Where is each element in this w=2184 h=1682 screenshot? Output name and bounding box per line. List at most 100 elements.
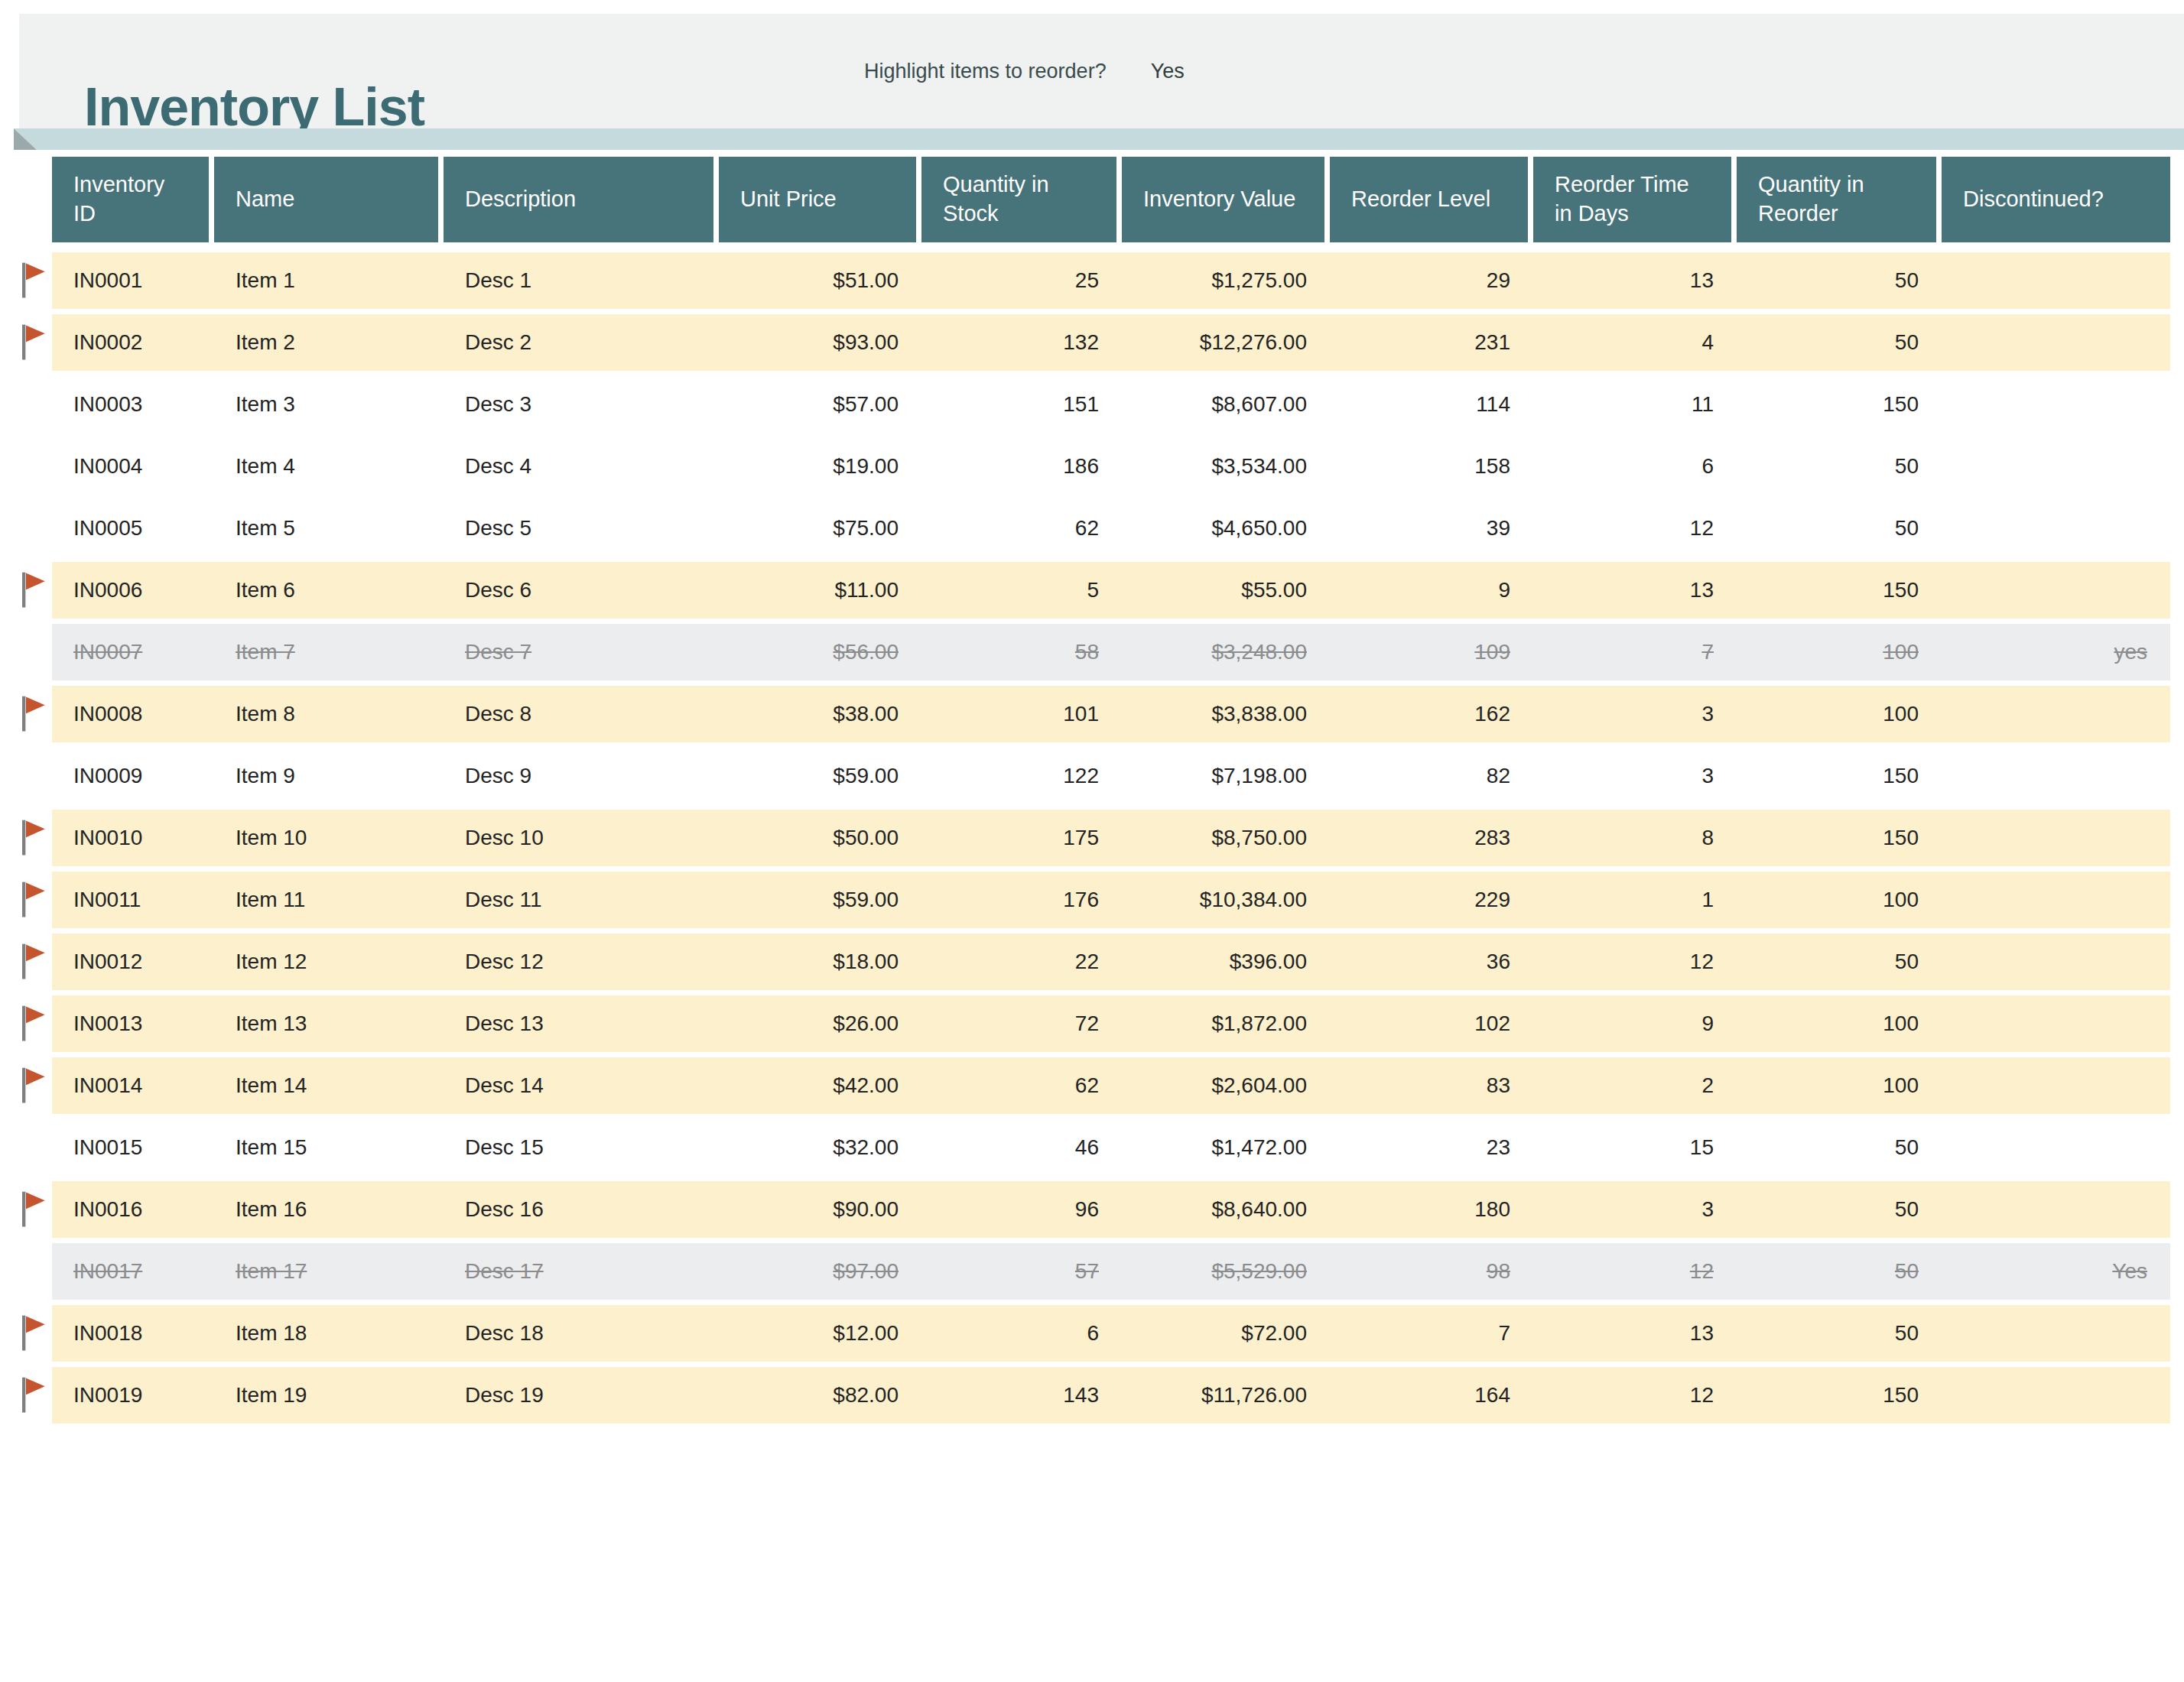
cell-reorder-level[interactable]: 229	[1330, 888, 1533, 912]
column-header-quantity-in-reorder[interactable]: Quantity in Reorder	[1737, 157, 1942, 242]
cell-description[interactable]: Desc 14	[444, 1073, 719, 1098]
cell-inventory-value[interactable]: $5,529.00	[1122, 1259, 1330, 1284]
cell-reorder-level[interactable]: 36	[1330, 950, 1533, 974]
cell-inventory-value[interactable]: $72.00	[1122, 1321, 1330, 1346]
cell-id[interactable]: IN0019	[52, 1383, 214, 1408]
cell-description[interactable]: Desc 18	[444, 1321, 719, 1346]
cell-discontinued[interactable]: yes	[1942, 640, 2170, 664]
cell-quantity-in-stock[interactable]: 186	[921, 454, 1122, 479]
column-header-description[interactable]: Description	[444, 157, 719, 242]
cell-name[interactable]: Item 18	[214, 1321, 444, 1346]
cell-unit-price[interactable]: $57.00	[719, 392, 921, 417]
cell-unit-price[interactable]: $97.00	[719, 1259, 921, 1284]
cell-reorder-level[interactable]: 102	[1330, 1011, 1533, 1036]
cell-id[interactable]: IN0003	[52, 392, 214, 417]
cell-name[interactable]: Item 14	[214, 1073, 444, 1098]
cell-inventory-value[interactable]: $7,198.00	[1122, 764, 1330, 788]
cell-description[interactable]: Desc 1	[444, 268, 719, 293]
cell-reorder-level[interactable]: 23	[1330, 1135, 1533, 1160]
cell-description[interactable]: Desc 13	[444, 1011, 719, 1036]
cell-inventory-value[interactable]: $2,604.00	[1122, 1073, 1330, 1098]
cell-id[interactable]: IN0010	[52, 826, 214, 850]
cell-reorder-time-days[interactable]: 13	[1533, 268, 1737, 293]
cell-quantity-in-reorder[interactable]: 50	[1737, 950, 1942, 974]
cell-reorder-time-days[interactable]: 6	[1533, 454, 1737, 479]
cell-name[interactable]: Item 17	[214, 1259, 444, 1284]
cell-inventory-value[interactable]: $4,650.00	[1122, 516, 1330, 541]
cell-id[interactable]: IN0014	[52, 1073, 214, 1098]
cell-reorder-time-days[interactable]: 8	[1533, 826, 1737, 850]
cell-quantity-in-stock[interactable]: 25	[921, 268, 1122, 293]
cell-description[interactable]: Desc 5	[444, 516, 719, 541]
cell-name[interactable]: Item 5	[214, 516, 444, 541]
cell-unit-price[interactable]: $32.00	[719, 1135, 921, 1160]
cell-reorder-level[interactable]: 162	[1330, 702, 1533, 726]
cell-id[interactable]: IN0012	[52, 950, 214, 974]
cell-discontinued[interactable]: Yes	[1942, 1259, 2170, 1284]
cell-description[interactable]: Desc 19	[444, 1383, 719, 1408]
cell-unit-price[interactable]: $75.00	[719, 516, 921, 541]
cell-name[interactable]: Item 9	[214, 764, 444, 788]
cell-reorder-level[interactable]: 283	[1330, 826, 1533, 850]
cell-unit-price[interactable]: $18.00	[719, 950, 921, 974]
cell-name[interactable]: Item 2	[214, 330, 444, 355]
cell-reorder-level[interactable]: 98	[1330, 1259, 1533, 1284]
cell-quantity-in-stock[interactable]: 46	[921, 1135, 1122, 1160]
cell-id[interactable]: IN0018	[52, 1321, 214, 1346]
cell-reorder-level[interactable]: 39	[1330, 516, 1533, 541]
cell-quantity-in-reorder[interactable]: 50	[1737, 1135, 1942, 1160]
cell-reorder-level[interactable]: 9	[1330, 578, 1533, 602]
cell-id[interactable]: IN0011	[52, 888, 214, 912]
cell-id[interactable]: IN0007	[52, 640, 214, 664]
cell-id[interactable]: IN0009	[52, 764, 214, 788]
cell-reorder-time-days[interactable]: 3	[1533, 764, 1737, 788]
cell-name[interactable]: Item 1	[214, 268, 444, 293]
cell-quantity-in-stock[interactable]: 132	[921, 330, 1122, 355]
cell-description[interactable]: Desc 16	[444, 1197, 719, 1222]
cell-description[interactable]: Desc 2	[444, 330, 719, 355]
cell-description[interactable]: Desc 7	[444, 640, 719, 664]
cell-inventory-value[interactable]: $55.00	[1122, 578, 1330, 602]
cell-quantity-in-reorder[interactable]: 50	[1737, 1321, 1942, 1346]
cell-quantity-in-stock[interactable]: 62	[921, 516, 1122, 541]
cell-quantity-in-stock[interactable]: 151	[921, 392, 1122, 417]
cell-reorder-level[interactable]: 180	[1330, 1197, 1533, 1222]
cell-reorder-time-days[interactable]: 15	[1533, 1135, 1737, 1160]
cell-name[interactable]: Item 19	[214, 1383, 444, 1408]
cell-quantity-in-reorder[interactable]: 50	[1737, 330, 1942, 355]
column-header-reorder-time-days[interactable]: Reorder Time in Days	[1533, 157, 1737, 242]
cell-quantity-in-reorder[interactable]: 100	[1737, 1073, 1942, 1098]
cell-unit-price[interactable]: $59.00	[719, 764, 921, 788]
cell-reorder-time-days[interactable]: 7	[1533, 640, 1737, 664]
cell-name[interactable]: Item 11	[214, 888, 444, 912]
cell-quantity-in-stock[interactable]: 122	[921, 764, 1122, 788]
cell-name[interactable]: Item 8	[214, 702, 444, 726]
cell-id[interactable]: IN0002	[52, 330, 214, 355]
cell-reorder-time-days[interactable]: 3	[1533, 1197, 1737, 1222]
cell-description[interactable]: Desc 6	[444, 578, 719, 602]
cell-description[interactable]: Desc 8	[444, 702, 719, 726]
cell-inventory-value[interactable]: $8,607.00	[1122, 392, 1330, 417]
cell-quantity-in-stock[interactable]: 101	[921, 702, 1122, 726]
cell-reorder-level[interactable]: 109	[1330, 640, 1533, 664]
cell-quantity-in-reorder[interactable]: 100	[1737, 702, 1942, 726]
cell-quantity-in-reorder[interactable]: 50	[1737, 268, 1942, 293]
cell-id[interactable]: IN0006	[52, 578, 214, 602]
cell-id[interactable]: IN0005	[52, 516, 214, 541]
cell-description[interactable]: Desc 3	[444, 392, 719, 417]
cell-description[interactable]: Desc 10	[444, 826, 719, 850]
cell-reorder-level[interactable]: 231	[1330, 330, 1533, 355]
cell-quantity-in-reorder[interactable]: 50	[1737, 1197, 1942, 1222]
cell-unit-price[interactable]: $11.00	[719, 578, 921, 602]
cell-inventory-value[interactable]: $11,726.00	[1122, 1383, 1330, 1408]
cell-reorder-time-days[interactable]: 11	[1533, 392, 1737, 417]
cell-name[interactable]: Item 12	[214, 950, 444, 974]
cell-reorder-time-days[interactable]: 12	[1533, 1383, 1737, 1408]
cell-id[interactable]: IN0015	[52, 1135, 214, 1160]
column-header-name[interactable]: Name	[214, 157, 444, 242]
cell-reorder-time-days[interactable]: 13	[1533, 578, 1737, 602]
cell-quantity-in-stock[interactable]: 58	[921, 640, 1122, 664]
cell-unit-price[interactable]: $42.00	[719, 1073, 921, 1098]
cell-inventory-value[interactable]: $10,384.00	[1122, 888, 1330, 912]
cell-unit-price[interactable]: $19.00	[719, 454, 921, 479]
